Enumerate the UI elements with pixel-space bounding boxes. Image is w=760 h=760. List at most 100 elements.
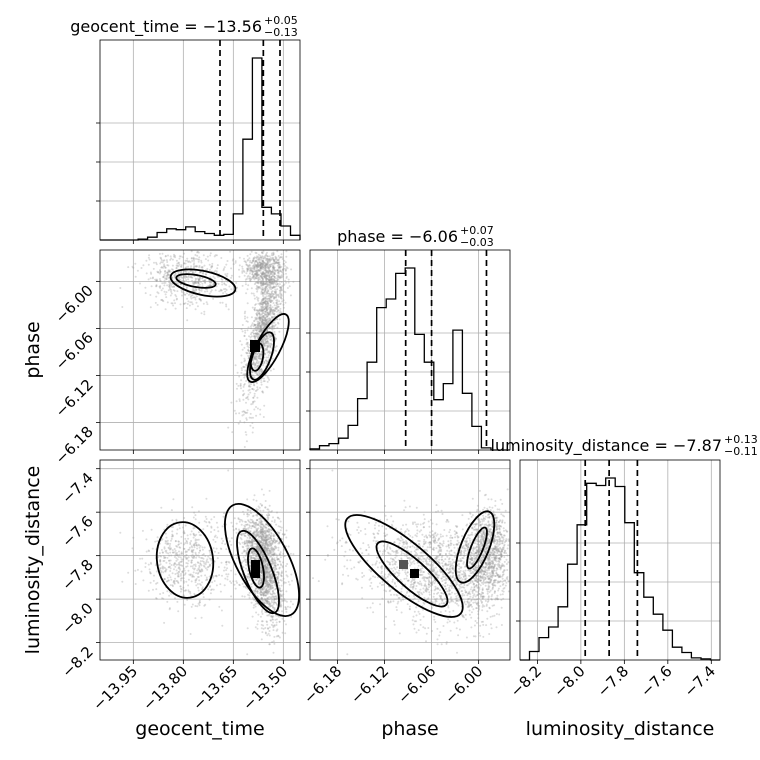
sample-point — [234, 364, 237, 367]
sample-point — [168, 608, 171, 611]
sample-point — [178, 527, 181, 530]
sample-point — [261, 523, 264, 526]
sample-point — [280, 253, 283, 256]
sample-point — [170, 509, 173, 512]
sample-point — [187, 589, 190, 592]
sample-point — [213, 255, 216, 258]
sample-point — [272, 268, 275, 271]
sample-point — [254, 270, 257, 273]
sample-point — [253, 383, 255, 386]
sample-point — [253, 297, 256, 300]
sample-point — [281, 565, 284, 568]
sample-point — [259, 266, 262, 269]
sample-point — [178, 263, 181, 266]
sample-point — [269, 293, 272, 296]
sample-point — [192, 283, 195, 286]
sample-point — [285, 590, 288, 593]
sample-point — [260, 290, 263, 293]
sample-point — [171, 302, 174, 305]
sample-point — [185, 539, 188, 542]
sample-point — [253, 256, 256, 259]
sample-point — [272, 283, 275, 286]
sample-point — [266, 271, 269, 274]
sample-point — [264, 523, 267, 526]
sample-point — [285, 277, 288, 279]
sample-point — [274, 346, 277, 349]
sample-point — [161, 551, 164, 554]
sample-point — [208, 268, 211, 271]
sample-point — [267, 272, 270, 274]
sample-point — [260, 488, 263, 491]
sample-point — [258, 330, 261, 333]
sample-point — [285, 623, 287, 626]
sample-point — [195, 572, 198, 575]
sample-point — [234, 573, 237, 576]
sample-point — [273, 519, 276, 522]
sample-point — [267, 302, 270, 305]
sample-point — [251, 270, 254, 273]
sample-point — [197, 531, 200, 534]
sample-point — [186, 259, 189, 262]
sample-point — [286, 287, 289, 289]
sample-point — [256, 273, 259, 276]
sample-point — [166, 301, 169, 304]
sample-point — [250, 383, 252, 386]
sample-point — [275, 283, 278, 286]
sample-point — [240, 533, 243, 536]
sample-point — [208, 563, 211, 566]
sample-point — [259, 263, 262, 266]
sample-point — [267, 356, 270, 359]
sample-point — [204, 515, 207, 518]
sample-point — [265, 295, 268, 298]
tick-label-x: −13.95 — [89, 662, 141, 714]
sample-point — [245, 338, 248, 341]
sample-point — [252, 426, 255, 429]
sample-point — [163, 621, 166, 624]
sample-point — [257, 324, 260, 327]
sample-point — [262, 261, 265, 264]
sample-point — [251, 422, 254, 424]
sample-point — [174, 554, 177, 557]
sample-point — [241, 267, 244, 270]
sample-point — [249, 333, 252, 336]
sample-point — [121, 306, 124, 308]
sample-point — [279, 560, 282, 563]
sample-point — [160, 299, 163, 301]
sample-point — [158, 252, 161, 255]
sample-point — [250, 269, 253, 272]
sample-point — [182, 580, 185, 583]
sample-point — [173, 254, 176, 257]
sample-point — [174, 256, 177, 259]
sample-point — [183, 252, 185, 255]
sample-point — [207, 588, 210, 591]
sample-point — [186, 534, 189, 537]
sample-point — [262, 309, 265, 312]
sample-point — [256, 265, 259, 268]
sample-point — [261, 277, 263, 280]
sample-point — [264, 342, 267, 345]
sample-point — [171, 530, 174, 533]
sample-point — [221, 624, 224, 627]
sample-point — [195, 281, 198, 284]
sample-point — [193, 544, 195, 547]
sample-point — [247, 274, 250, 277]
sample-point — [139, 557, 141, 560]
sample-point — [164, 255, 167, 258]
sample-point — [271, 590, 274, 593]
sample-point — [167, 254, 169, 257]
sample-point — [275, 337, 277, 340]
sample-point — [235, 527, 237, 530]
sample-point — [270, 300, 273, 302]
sample-point — [273, 281, 276, 284]
sample-point — [282, 303, 285, 306]
sample-point — [285, 610, 288, 613]
sample-point — [254, 603, 257, 606]
sample-point — [210, 531, 212, 533]
sample-point — [263, 361, 266, 364]
sample-point — [268, 551, 271, 554]
sample-point — [268, 634, 271, 637]
sample-point — [262, 312, 265, 315]
sample-point — [264, 347, 267, 350]
sample-point — [156, 303, 159, 306]
sample-point — [222, 540, 225, 542]
